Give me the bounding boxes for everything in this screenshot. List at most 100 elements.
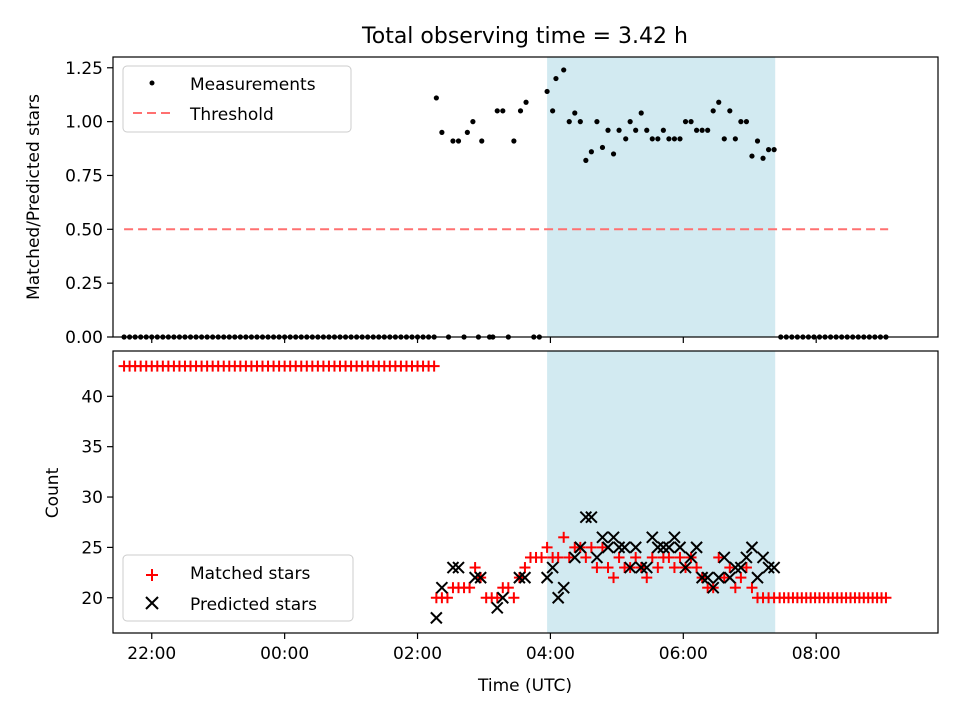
measurement-point — [439, 129, 445, 135]
measurement-point — [588, 149, 594, 155]
matched-star-point — [724, 562, 736, 574]
predicted-star-point — [513, 571, 526, 584]
bottom-shaded-span — [547, 351, 776, 633]
measurement-point — [644, 127, 650, 133]
predicted-star-point — [751, 571, 764, 584]
matched-star-point — [519, 562, 531, 574]
matched-star-point — [674, 551, 686, 563]
matched-star-point — [596, 541, 608, 553]
predicted-star-point — [701, 571, 714, 584]
measurement-point — [594, 119, 600, 125]
top-panel: 0.00 0.25 0.50 0.75 1.00 1.25 Matched/Predict… — [24, 56, 939, 348]
matched-star-point — [580, 551, 592, 563]
predicted-star-point — [684, 551, 698, 564]
bottom-y-tick-label: 20 — [81, 589, 103, 609]
predicted-star-point — [651, 541, 665, 554]
predicted-star-point — [612, 541, 626, 554]
bottom-legend-box — [122, 554, 354, 622]
predicted-star-point — [596, 531, 609, 544]
measurement-point — [455, 138, 462, 144]
measurement-point — [771, 147, 777, 153]
measurement-point — [623, 136, 629, 142]
bottom-legend: Matched stars Predicted stars — [122, 554, 354, 622]
x-tick-label: 22:00 — [127, 644, 176, 664]
measurement-point — [749, 153, 755, 159]
matched-star-point — [491, 592, 503, 604]
matched-star-point — [502, 582, 514, 594]
predicted-star-point — [546, 561, 559, 574]
predicted-star-point — [734, 561, 748, 574]
matched-star-point — [740, 562, 752, 574]
predicted-star-point — [491, 601, 504, 615]
measurement-point — [677, 136, 683, 142]
top-y-tick-label: 1.25 — [65, 59, 103, 79]
x-tick-label: 08:00 — [792, 644, 841, 664]
measurement-point — [721, 136, 727, 142]
top-shaded-span — [547, 57, 776, 337]
measurement-point — [705, 127, 711, 133]
top-y-tick-label: 1.00 — [65, 113, 103, 133]
predicted-star-point — [673, 541, 687, 554]
predicted-star-point — [540, 571, 554, 584]
measurement-point — [666, 136, 672, 142]
bottom-y-tick-label: 40 — [81, 387, 103, 407]
matched-star-point — [591, 562, 603, 574]
matched-star-point — [718, 572, 730, 584]
predicted-star-point — [474, 571, 487, 584]
measurement-point — [693, 127, 700, 133]
predicted-star-point — [590, 551, 604, 564]
matched-star-point — [652, 562, 664, 574]
predicted-star-point — [690, 541, 703, 554]
measurement-point — [550, 108, 556, 114]
bottom-panel: 20 25 30 35 40 22:00 00:00 02:00 04:00 06:00 08:0… — [43, 350, 939, 696]
measurement-point — [655, 136, 661, 142]
matched-legend-marker — [146, 569, 158, 581]
x-tick-label: 04:00 — [526, 644, 575, 664]
predicted-star-point — [723, 571, 737, 584]
predicted-star-point — [452, 561, 465, 574]
matched-star-point — [541, 541, 553, 553]
matched-star-point — [536, 551, 548, 563]
matched-star-point — [668, 562, 680, 574]
top-legend: Measurements Threshold — [122, 65, 352, 133]
matched-star-point — [508, 592, 520, 604]
measurement-point — [649, 136, 655, 142]
matched-star-point — [663, 551, 675, 563]
top-y-axis: 0.00 0.25 0.50 0.75 1.00 1.25 — [65, 59, 113, 348]
matched-star-point — [691, 562, 703, 574]
predicted-star-point — [435, 581, 449, 594]
predicted-star-point — [579, 510, 593, 524]
measurement-point — [517, 108, 524, 114]
bottom-y-tick-label: 30 — [81, 488, 103, 508]
measurement-point — [553, 75, 559, 82]
measurement-point — [599, 144, 606, 151]
predicted-star-point — [574, 541, 587, 554]
predicted-star-point — [740, 551, 753, 564]
figure-title: Total observing time = 3.42 h — [361, 24, 688, 49]
count-points — [118, 360, 892, 625]
predicted-star-point — [518, 571, 532, 584]
x-tick-label: 02:00 — [393, 644, 442, 664]
predicted-star-point — [557, 581, 570, 594]
predicted-star-point — [668, 531, 681, 544]
predicted-star-point — [745, 541, 759, 554]
bottom-y-axis: 20 25 30 35 40 — [81, 387, 113, 609]
matched-star-point — [608, 572, 620, 584]
bottom-y-tick-label: 35 — [81, 438, 103, 458]
matched-star-point — [729, 582, 741, 594]
legend-measurements: Measurements — [190, 75, 316, 95]
measurement-point — [638, 110, 644, 116]
measurement-point — [671, 136, 678, 142]
measurement-point — [544, 88, 550, 95]
predicted-star-point — [646, 531, 659, 544]
measurement-point — [500, 108, 506, 114]
measurement-point — [660, 127, 666, 133]
measurement-point — [616, 127, 622, 133]
predicted-star-point — [496, 591, 510, 604]
measurement-point — [682, 119, 689, 125]
measurement-point — [633, 127, 639, 133]
matched-star-point — [563, 551, 575, 563]
measurement-point — [433, 95, 439, 101]
measurement-point — [610, 151, 617, 157]
measurement-point — [605, 127, 611, 133]
